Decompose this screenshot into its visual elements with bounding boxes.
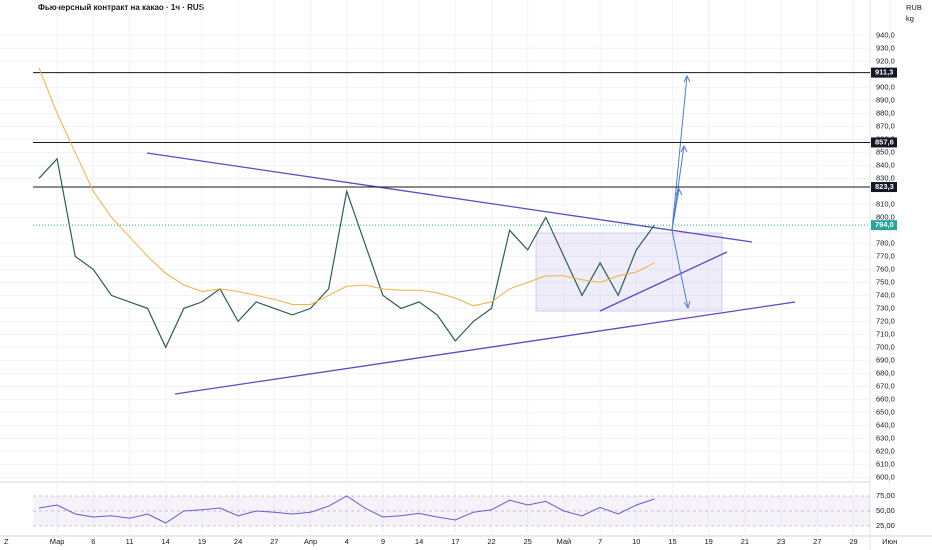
price-tag xyxy=(871,182,897,193)
chart-title: Фьючерсный контракт на какао · 1ч · RUS xyxy=(38,3,205,12)
y-tick-label: 800,0 xyxy=(876,212,895,221)
y-tick-label: 680,0 xyxy=(876,368,895,377)
y-tick-label: 660,0 xyxy=(876,394,895,403)
x-tick-label: 9 xyxy=(381,537,385,546)
x-tick-label: 19 xyxy=(705,537,713,546)
rsi-tick-label: 25,00 xyxy=(876,521,895,530)
y-tick-label: 770,0 xyxy=(876,251,895,260)
rsi-tick-label: 50,00 xyxy=(876,506,895,515)
x-tick-label: 10 xyxy=(632,537,640,546)
rsi-line xyxy=(38,495,655,524)
price-tag-label: 911,3 xyxy=(875,68,893,77)
y-tick-label: 600,0 xyxy=(876,472,895,481)
y-tick-label: 670,0 xyxy=(876,381,895,390)
y-tick-label: 930,0 xyxy=(876,43,895,52)
x-tick-label: Май xyxy=(557,537,572,546)
y-tick-label: 750,0 xyxy=(876,277,895,286)
price-tag xyxy=(871,137,897,148)
x-tick-label: 29 xyxy=(849,537,857,546)
price-tag xyxy=(871,67,897,78)
y-tick-label: 940,0 xyxy=(876,30,895,39)
x-tick-label: Июн xyxy=(882,537,897,546)
trendline xyxy=(174,301,796,395)
unit: kg xyxy=(906,14,914,23)
y-tick-label: 830,0 xyxy=(876,173,895,182)
x-tick-label: 27 xyxy=(813,537,821,546)
y-tick-label: 640,0 xyxy=(876,420,895,429)
x-tick-label: 24 xyxy=(234,537,242,546)
z-label: Z xyxy=(4,537,9,546)
y-tick-label: 740,0 xyxy=(876,290,895,299)
x-tick-label: 6 xyxy=(91,537,95,546)
arrow xyxy=(671,187,683,231)
x-tick-label: Апр xyxy=(304,537,317,546)
y-tick-label: 810,0 xyxy=(876,199,895,208)
y-tick-label: 700,0 xyxy=(876,342,895,351)
x-tick-label: 22 xyxy=(487,537,495,546)
last-price-label: 794,0 xyxy=(875,220,894,229)
trendline xyxy=(599,251,728,312)
x-tick-label: Мар xyxy=(50,537,65,546)
y-tick-label: 880,0 xyxy=(876,108,895,117)
y-tick-label: 760,0 xyxy=(876,264,895,273)
range-box xyxy=(535,232,723,312)
y-tick-label: 840,0 xyxy=(876,160,895,169)
currency: RUB xyxy=(906,3,922,12)
y-tick-label: 690,0 xyxy=(876,355,895,364)
y-tick-label: 620,0 xyxy=(876,446,895,455)
y-tick-label: 900,0 xyxy=(876,82,895,91)
x-tick-label: 17 xyxy=(451,537,459,546)
y-tick-label: 730,0 xyxy=(876,303,895,312)
x-tick-label: 11 xyxy=(126,537,134,546)
last-price-tag xyxy=(871,220,897,231)
price-tag-label: 857,6 xyxy=(875,137,894,146)
rsi-band xyxy=(33,496,870,526)
rsi-tick-label: 75,00 xyxy=(876,491,895,500)
y-tick-label: 720,0 xyxy=(876,316,895,325)
price-tag-label: 823,3 xyxy=(875,182,894,191)
y-tick-label: 780,0 xyxy=(876,238,895,247)
x-tick-label: 27 xyxy=(270,537,278,546)
y-tick-label: 710,0 xyxy=(876,329,895,338)
x-tick-label: 15 xyxy=(668,537,676,546)
x-tick-label: 23 xyxy=(777,537,785,546)
projection-arrows xyxy=(671,74,691,310)
y-tick-label: 850,0 xyxy=(876,147,895,156)
y-tick-label: 630,0 xyxy=(876,433,895,442)
x-tick-label: 4 xyxy=(345,537,349,546)
y-tick-label: 650,0 xyxy=(876,407,895,416)
arrow xyxy=(671,229,691,310)
y-tick-label: 890,0 xyxy=(876,95,895,104)
trendline xyxy=(146,152,753,243)
x-tick-label: 14 xyxy=(415,537,423,546)
y-tick-label: 870,0 xyxy=(876,121,895,130)
y-tick-label: 610,0 xyxy=(876,459,895,468)
trendlines xyxy=(146,152,796,395)
arrow xyxy=(671,74,691,231)
x-tick-label: 7 xyxy=(598,537,602,546)
x-tick-label: 21 xyxy=(741,537,749,546)
x-tick-label: 14 xyxy=(162,537,170,546)
x-tick-label: 19 xyxy=(198,537,206,546)
moving-average xyxy=(38,67,655,307)
y-tick-label: 920,0 xyxy=(876,56,895,65)
price-line xyxy=(38,157,655,349)
x-tick-label: 25 xyxy=(524,537,532,546)
